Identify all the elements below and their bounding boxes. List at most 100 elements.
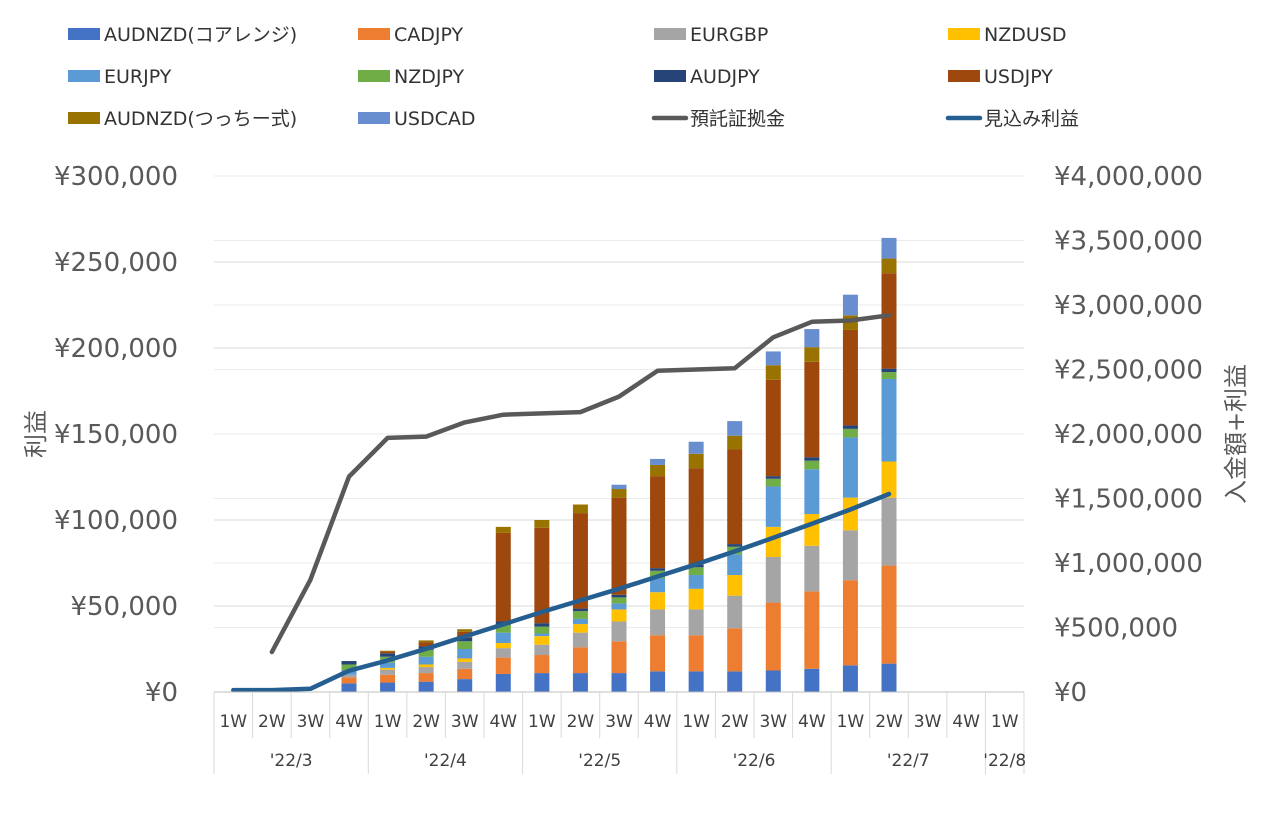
bar-segment [765, 670, 781, 692]
bar-segment [495, 532, 511, 622]
bar-segment [650, 592, 666, 610]
y-tick-label-right: ¥3,000,000 [1054, 291, 1203, 321]
bar-segment [765, 476, 781, 479]
series-line [269, 313, 892, 655]
bar-segment [688, 453, 704, 469]
x-tick-label-week: 1W [374, 712, 402, 732]
bar-segment [534, 626, 550, 634]
bar-segment [804, 591, 820, 669]
bar-segment [804, 329, 820, 348]
x-tick-label-week: 4W [798, 712, 826, 732]
bar-segment [534, 636, 550, 645]
legend-swatch [654, 70, 686, 82]
x-tick-label-week: 3W [605, 712, 633, 732]
bar-segment [688, 635, 704, 672]
bar-segment [572, 513, 588, 609]
y-axis-title-right: 入金額+利益 [1222, 364, 1250, 504]
x-tick-label-week: 3W [914, 712, 942, 732]
x-tick-label-week: 1W [837, 712, 865, 732]
bar-segment [380, 669, 396, 675]
bar-segment [611, 497, 627, 595]
bar-segment [457, 679, 473, 692]
bar-segment [457, 661, 473, 669]
legend-swatch [68, 28, 100, 40]
line-series [231, 313, 892, 693]
y-tick-label-right: ¥2,500,000 [1054, 356, 1203, 386]
bar-segment [534, 527, 550, 624]
bar-segment [727, 421, 743, 436]
y-tick-label-left: ¥200,000 [54, 334, 178, 364]
legend-swatch [68, 70, 100, 82]
bar-segment [341, 664, 357, 671]
bar-segment [765, 602, 781, 671]
x-tick-label-week: 2W [721, 712, 749, 732]
bar-segment [534, 623, 550, 627]
legend: AUDNZD(コアレンジ) CADJPY EURGBP NZDUSD EURJPY NZD… [68, 24, 1079, 130]
bar-segment [457, 658, 473, 662]
x-tick-label-week: 4W [952, 712, 980, 732]
bar-segment [650, 671, 666, 692]
bar-segment [534, 520, 550, 528]
bar-segment [727, 449, 743, 545]
bar-segment [804, 668, 820, 692]
bar-segment [611, 641, 627, 674]
y-tick-label-left: ¥50,000 [70, 592, 178, 622]
bar-segment [688, 468, 704, 565]
bar-segment [842, 580, 858, 666]
bar-segment [495, 642, 511, 649]
bar-segment [650, 458, 666, 465]
bar-segment [495, 624, 511, 633]
x-tick-label-week: 2W [258, 712, 286, 732]
bar-segment [765, 556, 781, 603]
bar-segment [881, 258, 897, 274]
bar-segment [765, 478, 781, 487]
bar-segment [380, 653, 396, 657]
bar-segment [727, 595, 743, 629]
x-tick-label-week: 4W [335, 712, 363, 732]
bar-segment [842, 665, 858, 692]
bar-segment [611, 673, 627, 692]
stacked-bars [341, 237, 897, 692]
y-axis-title-left: 利益 [22, 410, 50, 458]
legend-label: NZDUSD [984, 24, 1066, 46]
bar-segment [611, 603, 627, 610]
legend-label: AUDJPY [690, 66, 760, 88]
bar-segment [881, 461, 897, 498]
bar-segment [495, 526, 511, 533]
bar-segment [611, 597, 627, 604]
axes: ¥0 ¥50,000 ¥100,000 ¥150,000 ¥200,000 ¥250,00… [22, 162, 1250, 774]
legend-label: USDJPY [984, 66, 1053, 88]
bar-segment [688, 575, 704, 589]
bar-segment [611, 621, 627, 642]
legend-swatch [68, 112, 100, 124]
bar-segment [418, 664, 434, 668]
legend-swatch [358, 28, 390, 40]
y-tick-label-left: ¥250,000 [54, 248, 178, 278]
x-tick-label-month: '22/7 [887, 751, 930, 771]
bar-segment [572, 632, 588, 648]
bar-segment [418, 642, 434, 647]
bar-segment [611, 489, 627, 498]
bar-segment [341, 674, 357, 678]
bar-segment [495, 657, 511, 674]
legend-swatch [948, 28, 980, 40]
bar-segment [842, 530, 858, 581]
bar-segment [418, 673, 434, 682]
x-tick-label-week: 2W [875, 712, 903, 732]
x-tick-label-week: 3W [297, 712, 325, 732]
bar-segment [688, 567, 704, 576]
bar-segment [688, 441, 704, 454]
legend-label: AUDNZD(つっちー式) [104, 108, 297, 130]
y-tick-label-right: ¥0 [1054, 678, 1087, 708]
bar-segment [534, 633, 550, 637]
bar-segment [572, 618, 588, 625]
bar-segment [881, 663, 897, 692]
y-tick-label-right: ¥2,000,000 [1054, 420, 1203, 450]
legend-swatch [654, 28, 686, 40]
bar-segment [457, 637, 473, 642]
bar-segment [727, 628, 743, 672]
bar-segment [727, 575, 743, 596]
x-tick-label-week: 4W [644, 712, 672, 732]
